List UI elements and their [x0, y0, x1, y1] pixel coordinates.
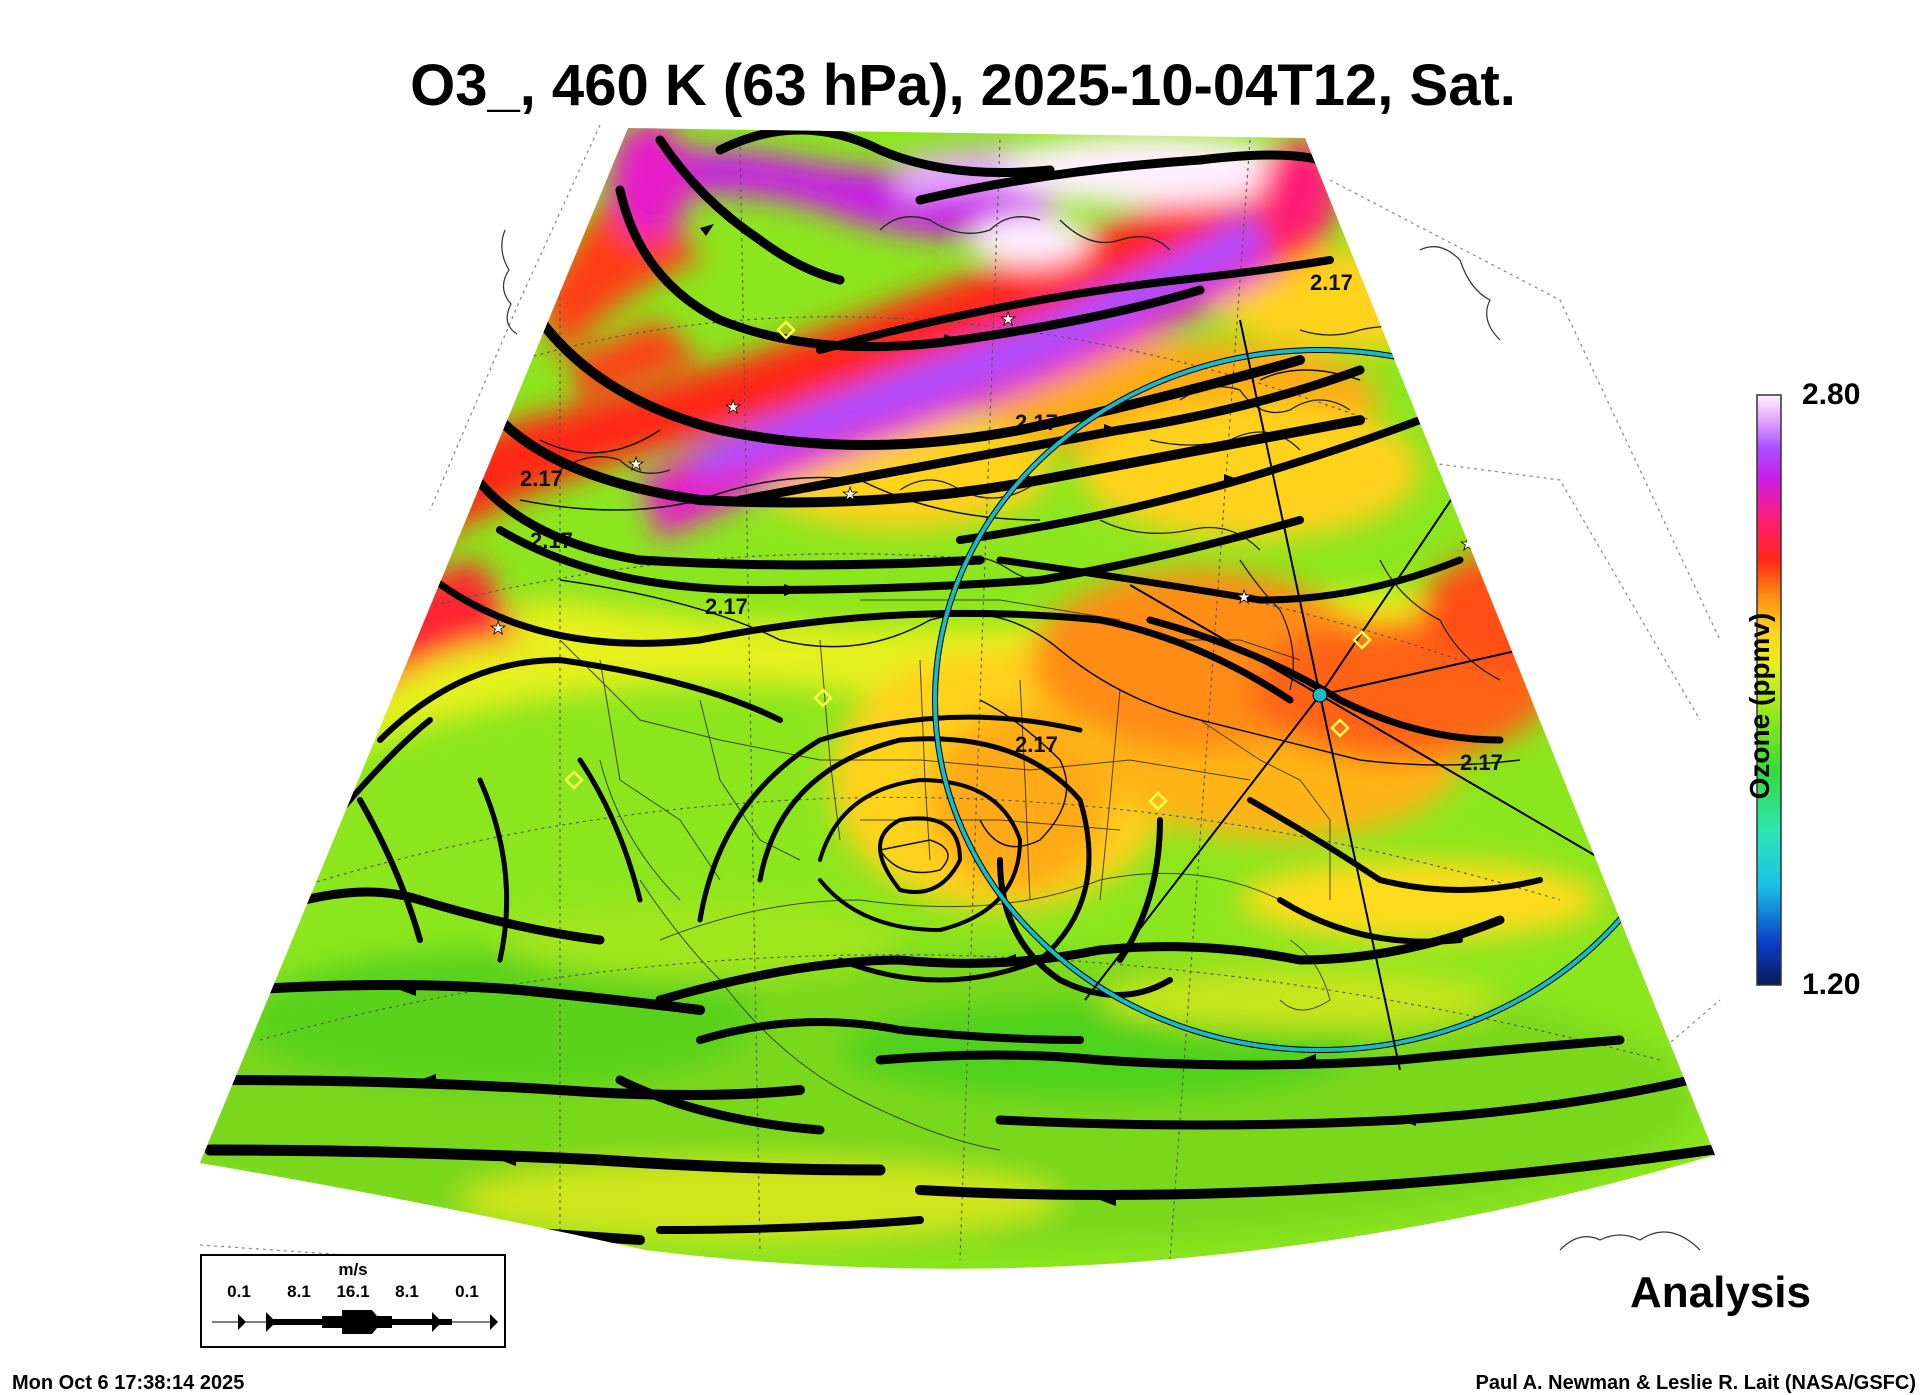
contour-label: 2.17 — [1460, 750, 1503, 775]
credit: Paul A. Newman & Leslie R. Lait (NASA/GS… — [1475, 1372, 1916, 1394]
wind-legend-value: 0.1 — [455, 1282, 479, 1301]
streamline-arrows — [400, 224, 1715, 1206]
analysis-label: Analysis — [1630, 1268, 1811, 1317]
timestamp: Mon Oct 6 17:38:14 2025 — [12, 1372, 245, 1394]
svg-text:★: ★ — [1236, 587, 1252, 607]
svg-text:★: ★ — [1000, 309, 1016, 329]
contour-label: 2.17 — [520, 466, 563, 491]
svg-text:★: ★ — [490, 618, 506, 638]
colorbar — [1756, 394, 1782, 986]
wind-legend-value: 8.1 — [287, 1282, 311, 1301]
wind-legend-value: 0.1 — [227, 1282, 251, 1301]
svg-text:★: ★ — [628, 454, 644, 474]
svg-text:★: ★ — [1460, 534, 1476, 554]
ozone-field: 2.17 2.17 2.17 2.17 2.17 2.17 2.17 — [200, 128, 1715, 1269]
wind-streamlines — [204, 128, 1715, 1245]
colorbar-title: Ozone (ppmv) — [1744, 612, 1775, 800]
wind-legend-unit: m/s — [338, 1260, 368, 1279]
wind-speed-legend: m/s 0.1 8.1 16.1 8.1 0.1 — [200, 1254, 506, 1348]
contour-label: 2.17 — [705, 594, 748, 619]
site-marker — [1312, 687, 1328, 703]
wind-legend-value: 16.1 — [336, 1282, 370, 1301]
svg-text:★: ★ — [842, 484, 858, 504]
colorbar-max-label: 2.80 — [1802, 378, 1861, 411]
wind-legend-arrow — [212, 1310, 498, 1334]
wind-legend-value: 8.1 — [395, 1282, 419, 1301]
station-stars: ★ ★ ★ ★ ★ ★ ★ — [490, 309, 1477, 639]
chart-title: O3_, 460 K (63 hPa), 2025-10-04T12, Sat. — [410, 53, 1516, 118]
colorbar-min-label: 1.20 — [1802, 968, 1861, 1001]
contour-label: 2.17 — [1015, 732, 1058, 757]
svg-text:★: ★ — [725, 397, 741, 417]
contour-label: 2.17 — [1310, 270, 1353, 295]
station-diamonds — [564, 320, 1372, 811]
